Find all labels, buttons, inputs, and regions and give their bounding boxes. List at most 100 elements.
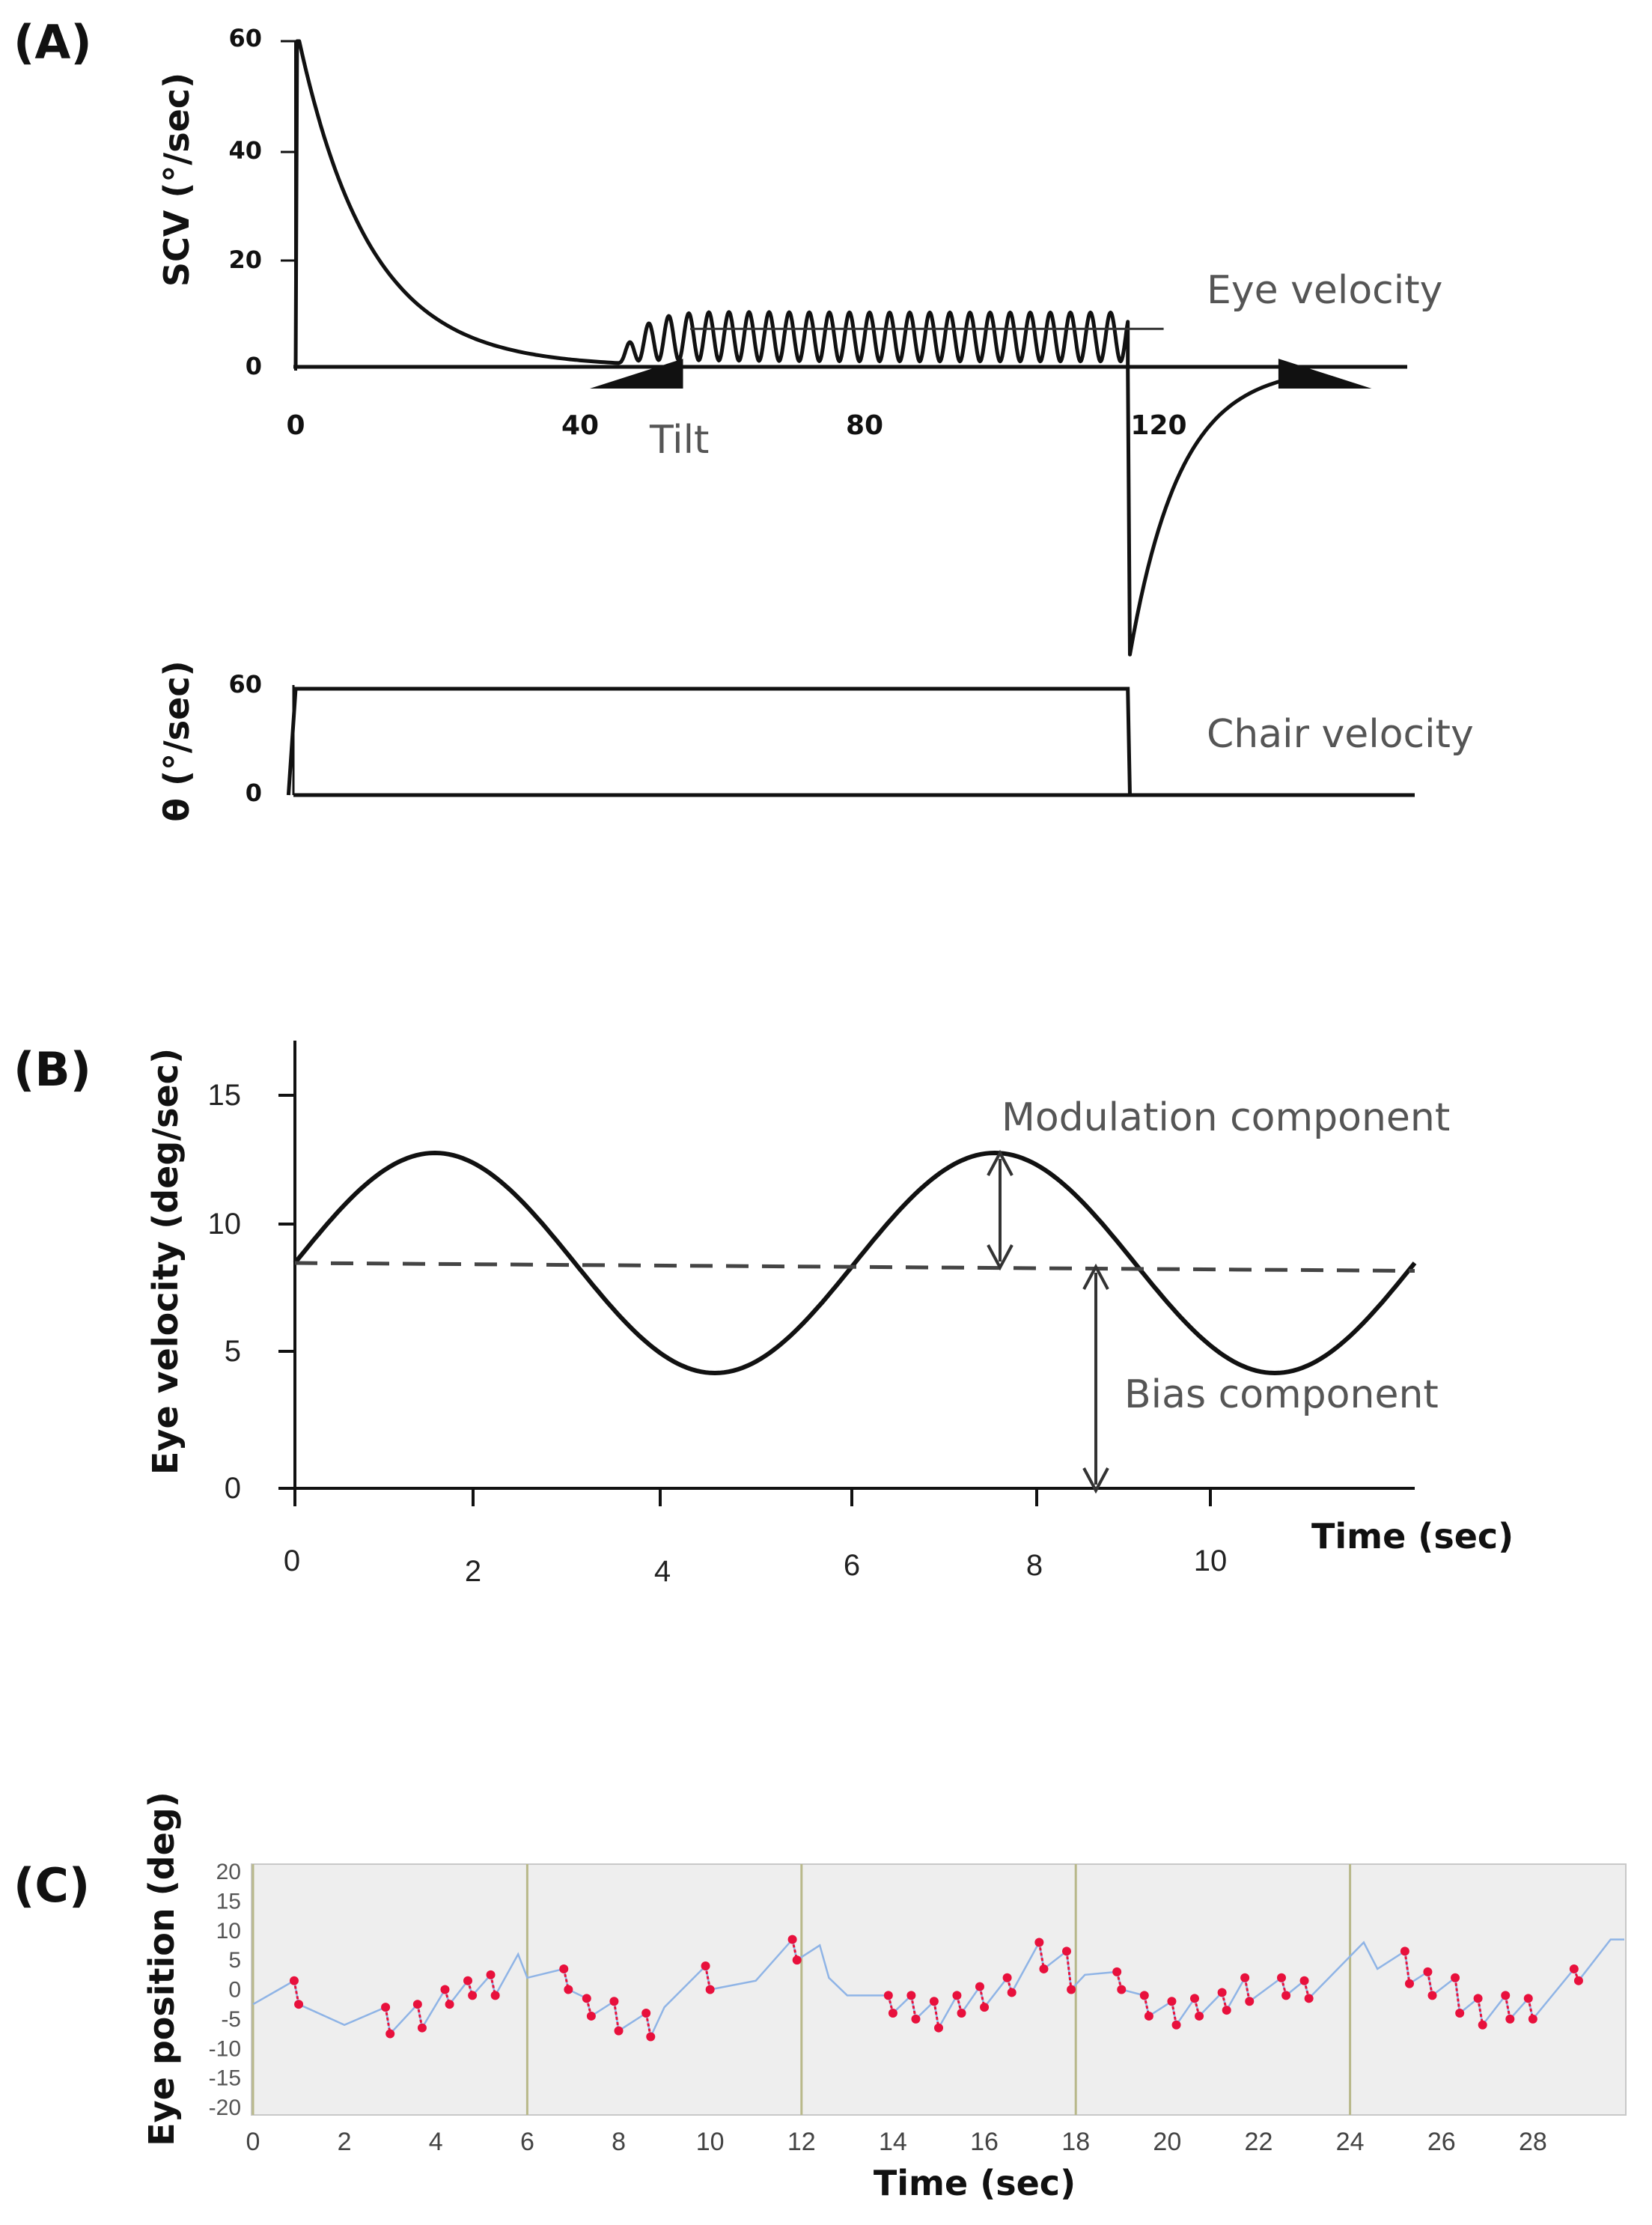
panel-c-x-tick: 22 [1245, 2128, 1273, 2156]
panel-c-x-tick: 10 [696, 2128, 725, 2156]
panel-c-saccade-point [1039, 1964, 1049, 1973]
panel-c-saccade-point [609, 1997, 619, 2006]
panel-c-saccade-segment [1504, 1995, 1511, 2020]
panel-c-saccade-point [1067, 1985, 1076, 1994]
panel-b-x-tick-10: 10 [1194, 1544, 1228, 1577]
panel-a-y-tick-40: 40 [228, 136, 262, 165]
panel-c-y-tick: 5 [228, 1948, 241, 1973]
panel-a-chair-y-tick-60: 60 [228, 670, 262, 698]
panel-c-x-tick: 12 [787, 2128, 816, 2156]
panel-b-label: (B) [13, 1042, 91, 1097]
panel-c-saccade-point [980, 2003, 990, 2012]
panel-b-modulation-arrow [987, 1149, 1014, 1271]
panel-c-y-tick: -10 [209, 2036, 241, 2061]
panel-b-x-tick-0: 0 [284, 1544, 300, 1577]
panel-c-saccade-point [641, 2009, 651, 2018]
panel-c-saccade-point [701, 1961, 710, 1970]
panel-c-x-tick: 2 [338, 2128, 352, 2156]
panel-a-x-tick-120: 120 [1130, 410, 1186, 441]
panel-c-saccade-point [646, 2032, 656, 2042]
panel-a-y-axis-title: SCV (°/sec) [156, 73, 197, 287]
panel-c-saccade-point [445, 2000, 454, 2009]
panel-c-saccade-segment [644, 2012, 652, 2037]
panel-c-x-tick: 0 [246, 2128, 260, 2156]
panel-c-saccade-markers [289, 1935, 1583, 2042]
panel-b-bias-arrow-head-down [1082, 1467, 1109, 1494]
panel-c-vertical-gridlines [525, 1864, 1352, 2115]
panel-c-saccade-point [906, 1991, 916, 2000]
panel-c-saccade-point [934, 2023, 943, 2033]
panel-c-saccade-point [1245, 1997, 1255, 2006]
panel-c-saccade-point [1523, 1994, 1533, 2003]
panel-c-saccade-point [1505, 2014, 1515, 2024]
panel-c-saccade-point [463, 1976, 473, 1985]
panel-a-y-tick-20: 20 [228, 246, 262, 274]
panel-a-x-tick-40: 40 [561, 410, 599, 441]
panel-b-x-tick-4: 4 [654, 1555, 671, 1588]
panel-c-saccade-point [1002, 1973, 1012, 1982]
panel-c-saccade-point [1473, 1994, 1483, 2003]
panel-c-saccade-point [614, 2026, 624, 2036]
panel-c-saccade-point [1304, 1994, 1314, 2003]
panel-c-saccade-point [952, 1991, 962, 2000]
panel-c-saccade-point [1222, 2006, 1231, 2015]
panel-b-bias-arrow [1082, 1263, 1109, 1494]
panel-c-saccade-segment [1065, 1951, 1073, 1990]
panel-c-saccade-point [888, 2009, 897, 2018]
panel-c-saccade-point [1195, 2011, 1204, 2021]
panel-c-y-tick: 0 [228, 1978, 241, 2003]
panel-c-y-tick: -5 [221, 2007, 241, 2032]
panel-c-saccade-point [911, 2014, 921, 2024]
panel-a-y-tick-0: 0 [246, 352, 262, 380]
panel-c-saccade-point [289, 1976, 299, 1985]
panel-c-saccade-point [1167, 1997, 1177, 2006]
panel-a-chair-y-tick-0: 0 [246, 779, 262, 807]
panel-c-saccade-segment [1170, 2000, 1178, 2026]
panel-a-chair-y-axis-title: θ (°/sec) [156, 660, 197, 821]
panel-c-saccade-point [1400, 1947, 1409, 1956]
panel-c-saccade-point [1061, 1947, 1071, 1956]
panel-c-y-axis-title: Eye position (deg) [141, 1792, 182, 2146]
panel-c-saccade-point [490, 1991, 500, 2000]
panel-c-saccade-point [417, 2023, 427, 2033]
panel-c-saccade-point [381, 2003, 391, 2012]
panel-b-y-ticks: 0 5 10 15 [208, 1079, 295, 1505]
panel-c-saccade-point [1189, 1994, 1199, 2003]
panel-c-x-tick: 28 [1519, 2128, 1547, 2156]
panel-c-saccade-point [1281, 1991, 1291, 2000]
panel-c-y-tick: 20 [216, 1860, 241, 1884]
panel-c-saccade-point [1299, 1976, 1309, 1985]
panel-c-saccade-point [385, 2029, 395, 2039]
panel-c-saccade-point [1455, 2009, 1465, 2018]
panel-c-plot-area [251, 1863, 1627, 2116]
panel-c-saccade-point [1478, 2020, 1487, 2030]
panel-c-x-tick: 26 [1427, 2128, 1456, 2156]
panel-c-saccade-point [787, 1935, 797, 1944]
panel-c-y-tick: -15 [209, 2066, 241, 2091]
panel-c-saccade-point [1404, 1979, 1414, 1988]
panel-c-saccade-point [1139, 1991, 1149, 2000]
panel-c-saccade-segment [1454, 1977, 1461, 2014]
panel-c-saccade-point [1528, 2014, 1537, 2024]
panel-c-saccade-segment [1403, 1951, 1411, 1984]
panel-c-saccade-point [486, 1970, 496, 1979]
panel-c-y-tick: -20 [209, 2095, 241, 2120]
panel-c-saccade-point [1112, 1967, 1122, 1976]
panel-a-tilt-label: Tilt [649, 418, 709, 463]
panel-c-saccade-point [1451, 1973, 1460, 1982]
panel-c-saccade-segment [293, 1980, 300, 2005]
panel-b-bias-arrow-head-up [1082, 1263, 1109, 1290]
panel-b-x-axis-title: Time (sec) [1311, 1516, 1514, 1556]
panel-b-y-axis-title: Eye velocity (deg/sec) [145, 1048, 186, 1475]
panel-c-saccade-point [564, 1985, 573, 1994]
panel-a-chair-velocity-label: Chair velocity [1207, 712, 1474, 757]
panel-c-saccade-segment [1243, 1977, 1251, 2002]
panel-a-eye-velocity-label: Eye velocity [1207, 268, 1442, 313]
panel-c-saccade-point [883, 1991, 893, 2000]
panel-b-modulation-arrow-head-down [987, 1244, 1014, 1271]
panel-c-saccade-point [1034, 1938, 1044, 1947]
panel-c-x-tick: 14 [879, 2128, 907, 2156]
panel-c-x-tick: 20 [1153, 2128, 1181, 2156]
panel-c-saccade-point [1573, 1976, 1583, 1985]
